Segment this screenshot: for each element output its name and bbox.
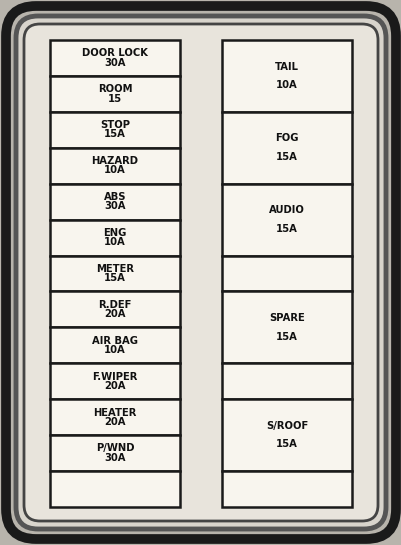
Text: 30A: 30A xyxy=(104,453,126,463)
Bar xyxy=(221,40,351,112)
Text: 15A: 15A xyxy=(104,273,126,283)
Bar xyxy=(50,364,180,399)
Bar xyxy=(221,364,351,399)
Bar xyxy=(50,328,180,364)
Bar xyxy=(50,148,180,184)
Text: ENG: ENG xyxy=(103,228,126,238)
Text: 10A: 10A xyxy=(104,237,126,247)
Bar xyxy=(221,399,351,471)
Bar xyxy=(50,292,180,328)
Text: 15A: 15A xyxy=(104,130,126,140)
Bar xyxy=(221,292,351,364)
Text: DOOR LOCK: DOOR LOCK xyxy=(82,49,148,58)
Bar xyxy=(50,112,180,148)
Text: 15A: 15A xyxy=(275,439,297,450)
Bar xyxy=(221,112,351,184)
Text: 20A: 20A xyxy=(104,309,126,319)
Text: S/ROOF: S/ROOF xyxy=(265,421,307,431)
Text: 30A: 30A xyxy=(104,58,126,68)
Text: 15: 15 xyxy=(108,94,122,104)
Text: 10A: 10A xyxy=(275,80,297,90)
Text: FOG: FOG xyxy=(275,134,298,143)
FancyBboxPatch shape xyxy=(24,24,377,521)
Text: 30A: 30A xyxy=(104,201,126,211)
Text: 20A: 20A xyxy=(104,381,126,391)
Text: ABS: ABS xyxy=(103,192,126,202)
Text: AIR BAG: AIR BAG xyxy=(92,336,138,346)
Text: HEATER: HEATER xyxy=(93,408,136,417)
Text: 15A: 15A xyxy=(275,152,297,162)
Text: 15A: 15A xyxy=(275,332,297,342)
Text: 15A: 15A xyxy=(275,224,297,234)
Text: R.DEF: R.DEF xyxy=(98,300,132,310)
Text: 10A: 10A xyxy=(104,165,126,175)
Text: 20A: 20A xyxy=(104,417,126,427)
Text: AUDIO: AUDIO xyxy=(268,205,304,215)
Text: ROOM: ROOM xyxy=(97,84,132,94)
Bar xyxy=(50,184,180,220)
Bar xyxy=(221,256,351,292)
FancyBboxPatch shape xyxy=(16,16,385,529)
Bar xyxy=(50,471,180,507)
Bar xyxy=(50,435,180,471)
Text: TAIL: TAIL xyxy=(274,62,298,71)
FancyBboxPatch shape xyxy=(6,6,395,539)
Bar xyxy=(50,76,180,112)
Bar xyxy=(221,184,351,256)
Bar xyxy=(50,220,180,256)
Bar xyxy=(50,40,180,76)
Text: HAZARD: HAZARD xyxy=(91,156,138,166)
Text: SPARE: SPARE xyxy=(268,313,304,323)
Bar xyxy=(50,256,180,292)
Text: F.WIPER: F.WIPER xyxy=(92,372,138,382)
Text: P/WND: P/WND xyxy=(95,444,134,453)
Text: 10A: 10A xyxy=(104,345,126,355)
Bar xyxy=(50,399,180,435)
Text: STOP: STOP xyxy=(100,120,130,130)
Bar xyxy=(221,471,351,507)
Text: METER: METER xyxy=(96,264,134,274)
